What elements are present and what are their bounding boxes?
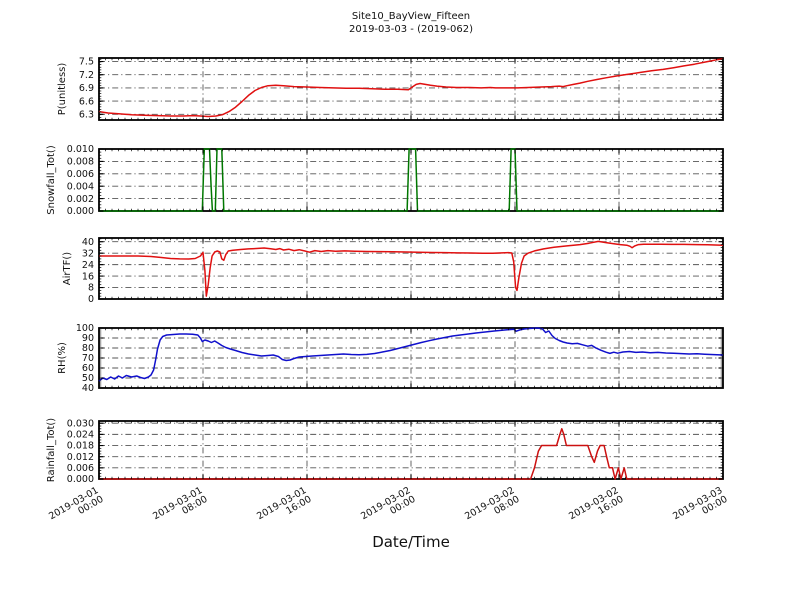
y-tick-label: 0.000 [67,474,94,485]
x-tick-label: 2019-03-0216:00 [567,485,625,531]
y-tick-label: 0.006 [67,463,94,474]
y-tick-label: 0.008 [67,157,94,168]
y-tick-label: 0.018 [67,441,94,452]
x-tick-label: 2019-03-0208:00 [463,485,521,531]
y-tick-label: 6.6 [79,96,94,107]
y-tick-label: 8 [88,283,94,294]
x-tick-label: 2019-03-0200:00 [359,485,417,531]
y-tick-label: 60 [82,363,94,374]
y-tick-label: 7.2 [79,70,94,81]
y-tick-label: 6.9 [79,83,94,94]
x-tick-label: 2019-03-0116:00 [255,485,313,531]
y-tick-label: 40 [82,383,94,394]
y-axis-label: Rainfall_Tot() [46,418,57,483]
y-tick-label: 16 [82,271,94,282]
chart-subtitle: 2019-03-03 - (2019-062) [348,24,474,35]
chart-title-block: Site10_BayView_Fifteen 2019-03-03 - (201… [99,10,723,36]
y-axis-label: P(unitless) [57,63,68,116]
y-tick-label: 100 [76,323,94,334]
y-tick-label: 32 [82,248,94,259]
y-axis-label: AirTF() [62,252,73,285]
y-tick-label: 0.024 [67,430,94,441]
y-tick-label: 70 [82,353,94,364]
x-tick-label: 2019-03-0300:00 [671,485,729,531]
x-tick-label: 2019-03-0100:00 [47,485,105,531]
y-tick-label: 0.030 [67,418,94,429]
y-tick-label: 40 [82,237,94,248]
y-axis-label: RH(%) [57,342,68,374]
x-tick-label: 2019-03-0108:00 [151,485,209,531]
y-tick-label: 0.000 [67,206,94,217]
y-tick-label: 50 [82,373,94,384]
y-tick-label: 0.010 [67,144,94,155]
y-tick-label: 0.006 [67,169,94,180]
y-tick-label: 80 [82,343,94,354]
y-tick-label: 0.012 [67,452,94,463]
y-tick-label: 0.002 [67,194,94,205]
y-tick-label: 0 [88,294,94,305]
y-tick-label: 0.004 [67,181,94,192]
series-line-AirTF() [99,240,724,297]
series-line-RH(%) [98,327,724,382]
x-axis-title: Date/Time [372,533,450,551]
panel-P(unitless): 6.3 6.6 6.9 7.2 7.5 P(unitless) [57,57,724,121]
y-tick-label: 90 [82,333,94,344]
y-tick-label: 6.3 [79,109,94,120]
y-tick-label: 7.5 [79,57,94,68]
series-line-P(unitless) [98,58,724,118]
chart-title: Site10_BayView_Fifteen [351,11,471,22]
y-tick-label: 24 [82,260,94,271]
y-axis-label: Snowfall_Tot() [46,145,57,215]
series-line-Rainfall_Tot() [99,428,723,480]
